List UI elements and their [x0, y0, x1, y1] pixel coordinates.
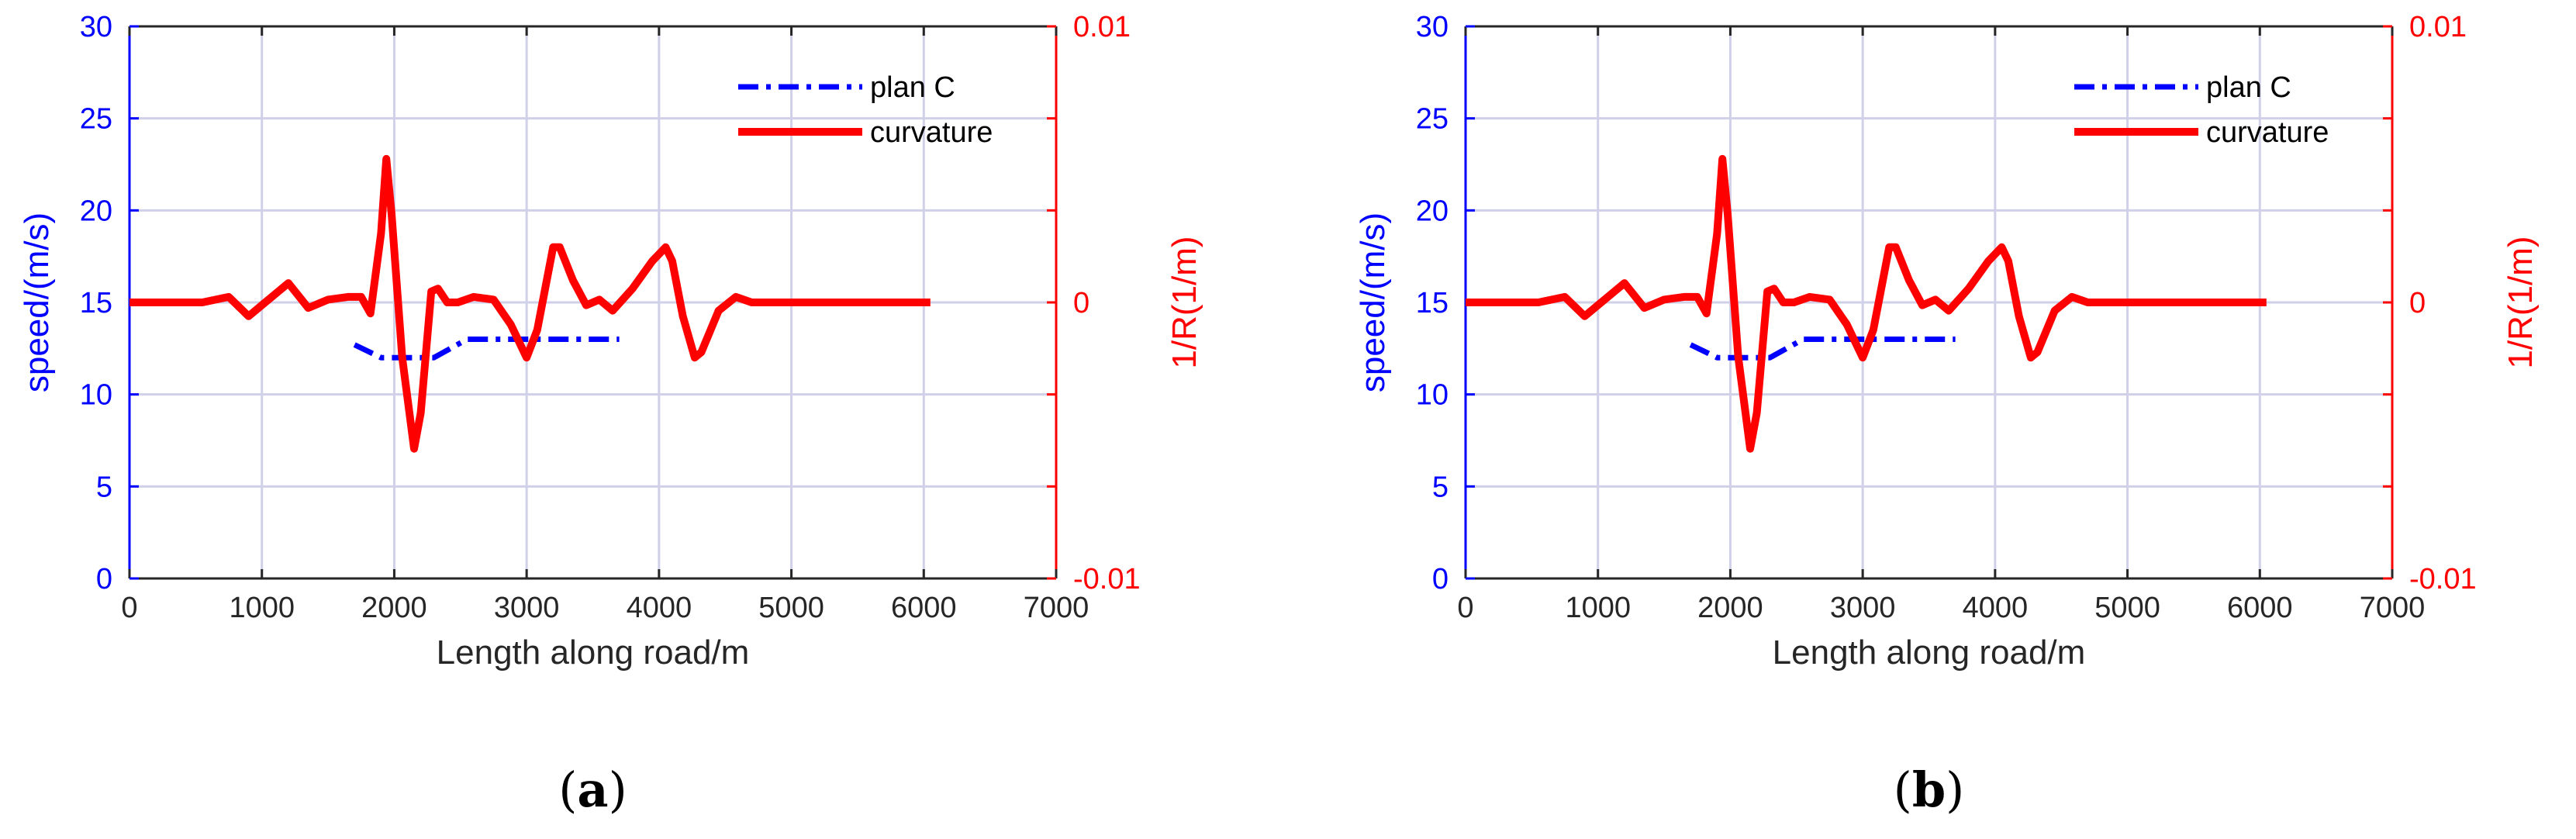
- panel-label-open: (: [1894, 761, 1912, 818]
- y-right-tick-label: 0.01: [1073, 11, 1131, 43]
- legend: plan C curvature: [2074, 71, 2329, 149]
- y-left-tick-label: 20: [80, 195, 112, 227]
- y-left-tick-label: 10: [1416, 379, 1449, 412]
- y-right-tick-label: 0.01: [2409, 11, 2467, 43]
- x-tick-label: 1000: [1565, 592, 1631, 624]
- legend-label-curvature: curvature: [870, 116, 993, 149]
- y-left-tick-label: 15: [80, 287, 112, 319]
- y-left-tick-label: 0: [96, 563, 112, 596]
- x-tick-label: 5000: [2094, 592, 2160, 624]
- x-tick-label: 6000: [2227, 592, 2293, 624]
- y-left-tick-label: 5: [96, 471, 112, 503]
- legend: plan C curvature: [738, 71, 993, 149]
- y-left-tick-label: 20: [1416, 195, 1449, 227]
- x-tick-label: 7000: [2360, 592, 2426, 624]
- x-axis-title: Length along road/m: [437, 634, 750, 672]
- chart-panel-a: 0 1000 2000 3000 4000 5000 6000 7000 0 5 10 15 20 25 3…: [18, 11, 1203, 818]
- y-right-tick-label: -0.01: [1073, 563, 1141, 596]
- y-right-tick-label: -0.01: [2409, 563, 2477, 596]
- x-tick-label: 3000: [1830, 592, 1896, 624]
- series-line-curvature: [129, 154, 931, 453]
- x-tick-label: 5000: [758, 592, 824, 624]
- legend-label-plan-c: plan C: [2206, 71, 2291, 104]
- y-left-tick-label: 30: [1416, 11, 1449, 43]
- x-axis-title: Length along road/m: [1773, 634, 2086, 672]
- grid: [129, 26, 1056, 578]
- y-left-tick-label: 5: [1432, 471, 1449, 503]
- panel-label-open: (: [558, 761, 577, 818]
- chart-panel-b: 0 1000 2000 3000 4000 5000 6000 7000 0 5 10 15 20 25 3…: [1354, 11, 2540, 818]
- series-line-curvature: [1466, 154, 2267, 453]
- legend-label-plan-c: plan C: [870, 71, 955, 104]
- y-left-tick-label: 0: [1432, 563, 1449, 596]
- panel-label: (a): [558, 761, 627, 818]
- y-left-axis-title: speed/(m/s): [18, 212, 56, 392]
- x-tick-label: 6000: [891, 592, 957, 624]
- panel-label: (b): [1894, 761, 1965, 818]
- x-tick-label: 2000: [361, 592, 427, 624]
- x-tick-label: 3000: [494, 592, 560, 624]
- x-tick-label: 2000: [1697, 592, 1763, 624]
- y-right-tick-label: 0: [2409, 287, 2426, 319]
- x-tick-label: 4000: [627, 592, 692, 624]
- panel-label-close: ): [609, 761, 627, 818]
- y-left-tick-label: 30: [80, 11, 112, 43]
- x-tick-label: 0: [1457, 592, 1473, 624]
- x-tick-label: 4000: [1963, 592, 2029, 624]
- series-line-plan-c: [1689, 337, 1956, 361]
- panel-label-letter: a: [577, 761, 608, 818]
- y-left-axis-title: speed/(m/s): [1354, 212, 1392, 392]
- y-left-tick-label: 15: [1416, 287, 1449, 319]
- y-left-tick-label: 25: [80, 103, 112, 136]
- y-right-tick-label: 0: [1073, 287, 1089, 319]
- y-right-axis-title: 1/R(1/m): [2502, 236, 2540, 368]
- panel-label-close: ): [1946, 761, 1964, 818]
- panel-label-letter: b: [1912, 761, 1946, 818]
- x-tick-label: 0: [121, 592, 137, 624]
- series-line-plan-c: [353, 337, 620, 361]
- y-right-axis-title: 1/R(1/m): [1165, 236, 1203, 368]
- y-left-tick-label: 10: [80, 379, 112, 412]
- x-tick-label: 1000: [229, 592, 295, 624]
- x-tick-label: 7000: [1024, 592, 1089, 624]
- y-left-tick-label: 25: [1416, 103, 1449, 136]
- legend-label-curvature: curvature: [2206, 116, 2329, 149]
